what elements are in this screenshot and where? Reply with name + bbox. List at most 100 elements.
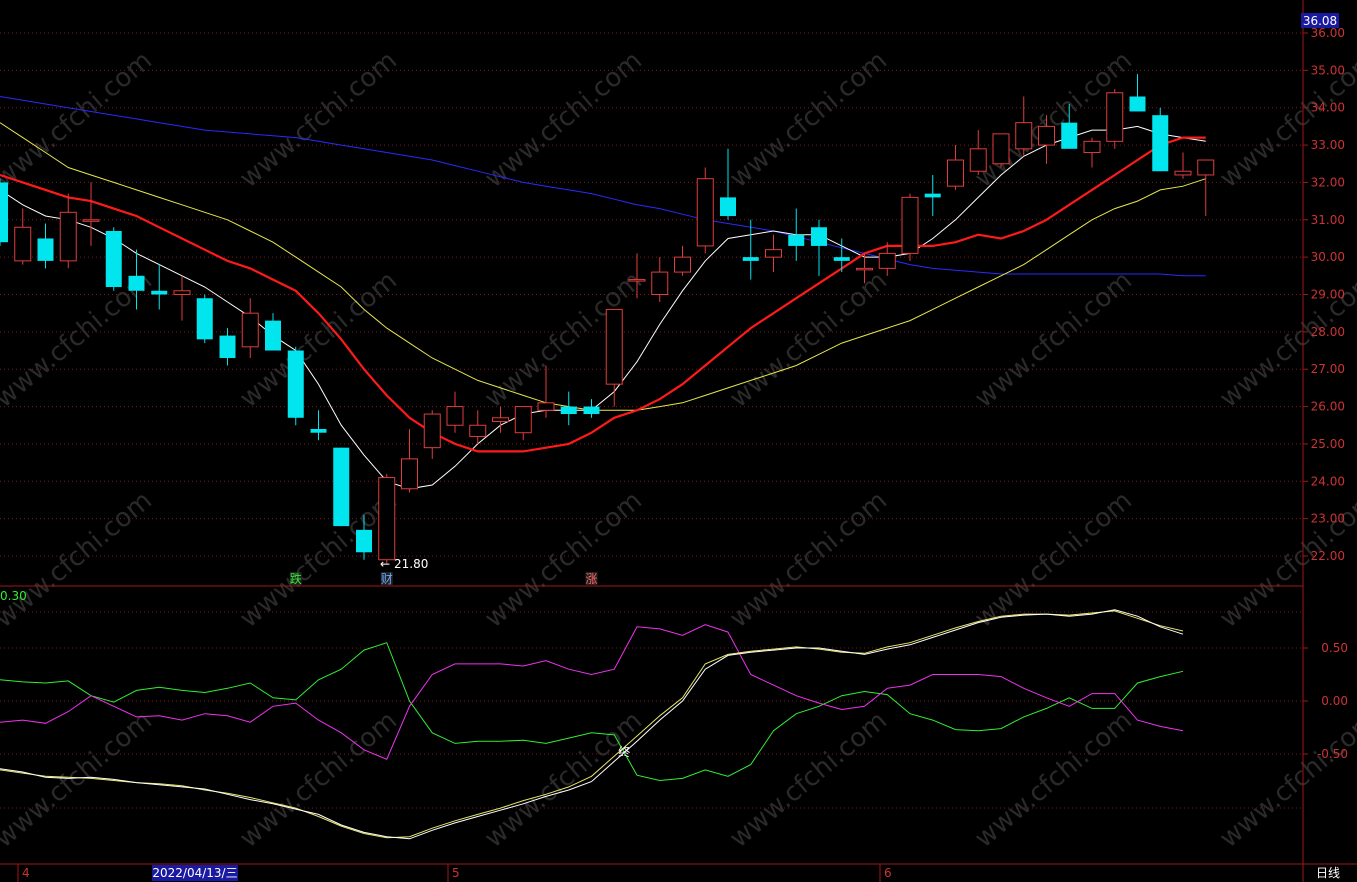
candle [742,219,759,280]
date-label-box: 2022/04/13/三 [152,865,238,881]
date-label: 2022/04/13/三 [152,866,237,880]
candle-body-up [1015,122,1033,150]
watermark-text: www.cfchi.com [479,706,648,854]
candle-body-up [401,458,418,490]
candle-body-up [378,477,396,561]
candle-body-down [742,257,759,261]
candle [560,391,577,426]
price-tick-label: 33.00 [1311,138,1345,152]
event-marker: 涨 [585,571,597,586]
price-tick-label: 24.00 [1311,474,1345,488]
candle [514,406,532,441]
candlestick-series [0,74,1215,564]
candle-body-down [287,350,304,418]
candle [356,514,372,560]
watermark-text: www.cfchi.com [234,706,403,854]
candle [59,193,77,269]
ma-mid-line [0,136,1206,453]
candle [1174,152,1192,179]
candle-body-up [1197,159,1215,176]
watermark-text: www.cfchi.com [724,706,893,854]
price-tick-label: 22.00 [1311,549,1345,563]
candle [310,410,327,441]
osc-magenta-line [0,624,1184,760]
month-label: 6 [884,866,892,880]
watermark-text: www.cfchi.com [969,266,1138,414]
candle [105,227,122,291]
candle [856,253,873,284]
candle-body-down [924,193,941,198]
candle [969,130,987,175]
event-marker: 财 [381,572,393,586]
candle-body-up [446,406,464,426]
candle-body-down [1152,115,1169,172]
candle [241,298,259,359]
cross-marker: 终 [618,744,630,759]
price-tick-label: 23.00 [1311,512,1345,526]
event-marker-label: 财 [381,572,393,586]
price-tick-label: 32.00 [1311,175,1345,189]
oscillator-value-label: 0.30 [0,589,27,603]
candle-body-down [811,227,827,246]
candle-body-up [901,196,919,254]
candle-body-up [651,271,669,296]
moving-average-lines [0,96,1206,490]
candle [537,365,555,418]
candle-body-down [333,447,350,527]
candle [1152,107,1169,172]
candle-body-down [151,290,168,295]
low-price-label: 21.80 [394,557,428,571]
candle-body-up [59,211,77,262]
watermark-text: www.cfchi.com [969,706,1138,854]
ma-fast-line [0,125,1206,490]
price-tick-label: 30.00 [1311,250,1345,264]
chart-grid [0,32,1308,809]
candle [14,208,32,265]
watermark-text: www.cfchi.com [1214,706,1357,854]
osc-tick-label: 0.00 [1321,694,1348,708]
price-tick-label: 26.00 [1311,400,1345,414]
event-marker-label: 涨 [585,571,597,586]
candle [628,253,646,299]
candle [1083,137,1101,168]
candle-body-up [82,219,100,222]
candle [674,245,691,276]
candle-body-down [128,275,145,291]
price-tick-label: 31.00 [1311,213,1345,227]
watermark-text: www.cfchi.com [0,46,158,194]
event-marker-box [289,572,302,585]
candle [696,167,714,254]
candle-body-down [265,320,281,351]
candle [833,238,850,273]
watermark-text: www.cfchi.com [0,706,158,854]
candle [196,294,213,344]
current-price-box: 36.08 [1301,13,1339,28]
candle-body-down [196,298,213,340]
candle-body-up [514,406,532,434]
candle [765,234,782,273]
price-tick-label: 36.00 [1311,26,1345,40]
candle-body-down [583,406,600,415]
candle-body-up [173,290,191,295]
candle-body-up [605,308,623,385]
candle-body-down [37,238,54,261]
period-label[interactable]: 日线 [1316,866,1340,880]
price-tick-label: 29.00 [1311,288,1345,302]
candle [0,178,8,246]
candle-body-up [537,402,555,411]
candle [333,447,350,527]
event-marker: 跌 [290,571,302,586]
osc-tick-label: -0.50 [1317,747,1348,761]
osc-green-line [0,642,1184,782]
candle [287,346,304,426]
candle-body-down [788,234,805,246]
osc-tick-label: 0.50 [1321,641,1348,655]
price-tick-label: 27.00 [1311,362,1345,376]
watermark-text: www.cfchi.com [0,486,158,634]
candle-body-down [560,406,577,415]
candle [492,406,509,433]
candle [423,410,441,459]
candle-body-up [1038,125,1055,146]
watermark-text: www.cfchi.com [479,46,648,194]
